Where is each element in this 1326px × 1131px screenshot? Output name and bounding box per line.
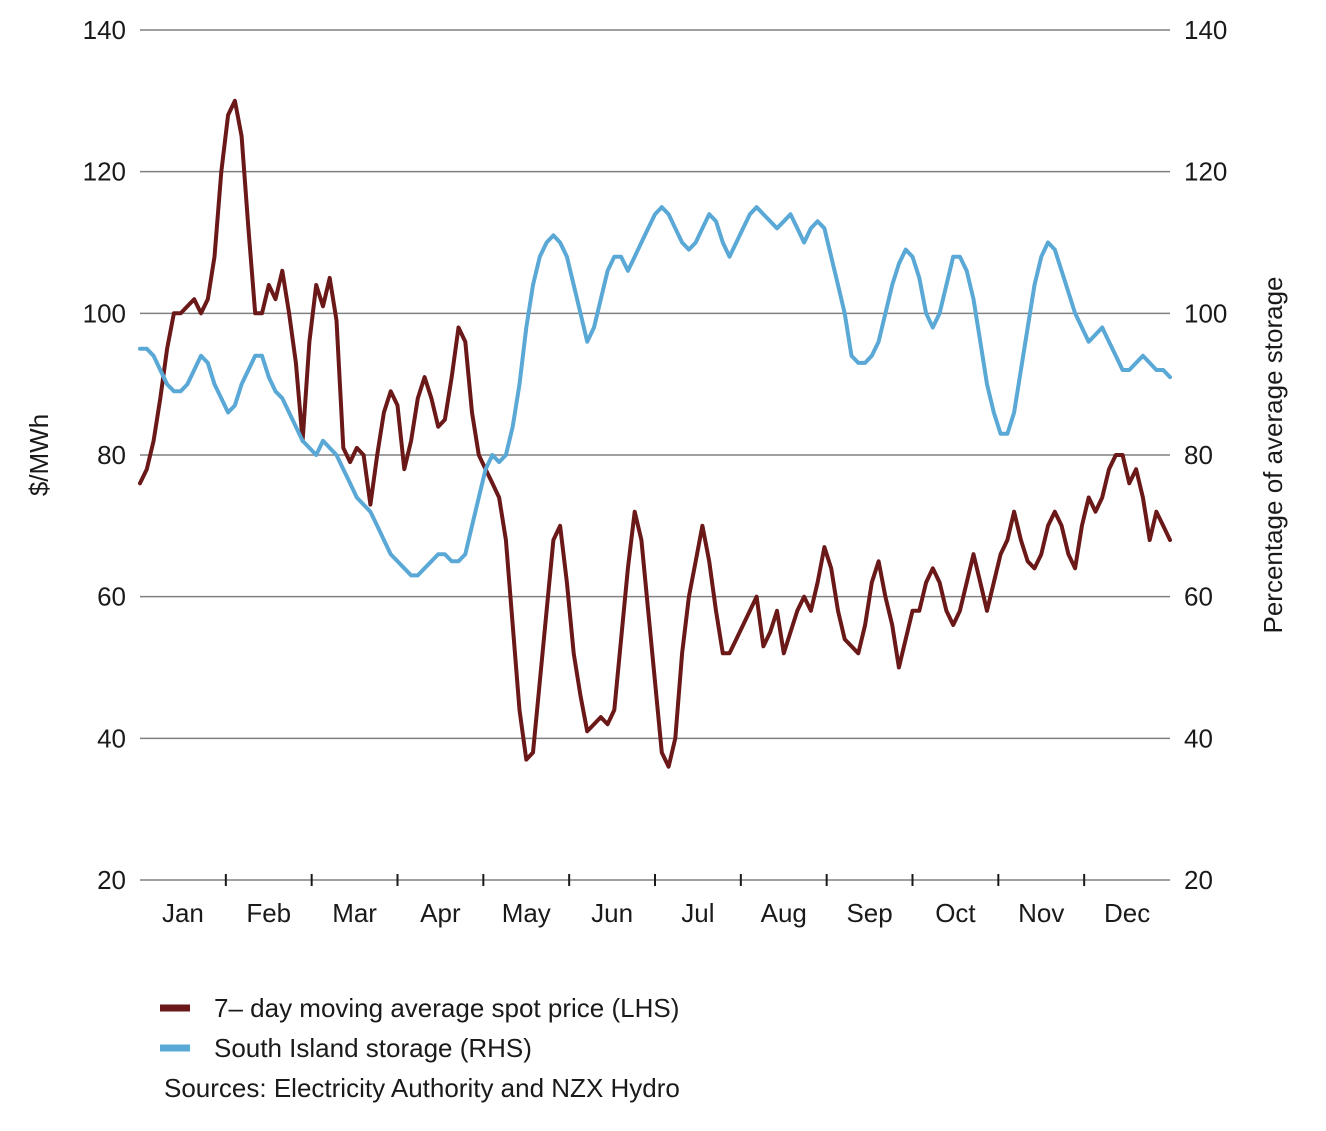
right-tick-label: 40 <box>1184 723 1213 753</box>
x-tick-label: Jun <box>591 898 633 928</box>
right-tick-label: 140 <box>1184 15 1227 45</box>
source-text: Sources: Electricity Authority and NZX H… <box>164 1073 680 1103</box>
left-tick-label: 60 <box>97 582 126 612</box>
spot-price-series <box>140 101 1170 767</box>
right-tick-label: 120 <box>1184 157 1227 187</box>
right-tick-label: 20 <box>1184 865 1213 895</box>
right-tick-label: 60 <box>1184 582 1213 612</box>
electricity-price-storage-chart: 20 20 40 40 60 60 80 80 100 100 120 120 140 140 Jan Feb… <box>0 0 1326 1131</box>
x-tick-label: Dec <box>1104 898 1150 928</box>
right-tick-label: 100 <box>1184 298 1227 328</box>
x-tick-label: Oct <box>935 898 976 928</box>
chart-svg: 20 20 40 40 60 60 80 80 100 100 120 120 140 140 Jan Feb… <box>0 0 1326 1131</box>
right-tick-label: 80 <box>1184 440 1213 470</box>
x-tick-label: Jan <box>162 898 204 928</box>
left-tick-label: 20 <box>97 865 126 895</box>
left-tick-label: 140 <box>83 15 126 45</box>
left-axis-label: $/MWh <box>24 414 54 496</box>
x-tick-label: May <box>502 898 551 928</box>
x-tick-label: Nov <box>1018 898 1064 928</box>
left-tick-label: 80 <box>97 440 126 470</box>
x-tick-label: Aug <box>761 898 807 928</box>
x-tick-label: Apr <box>420 898 461 928</box>
x-tick-label: Mar <box>332 898 377 928</box>
x-tick-label: Sep <box>846 898 892 928</box>
right-axis-label: Percentage of average storage <box>1258 276 1288 633</box>
legend-label: South Island storage (RHS) <box>214 1033 532 1063</box>
x-tick-label: Feb <box>246 898 291 928</box>
x-tick-label: Jul <box>681 898 714 928</box>
left-tick-label: 40 <box>97 723 126 753</box>
left-tick-label: 120 <box>83 157 126 187</box>
legend-label: 7– day moving average spot price (LHS) <box>214 993 679 1023</box>
left-tick-label: 100 <box>83 298 126 328</box>
